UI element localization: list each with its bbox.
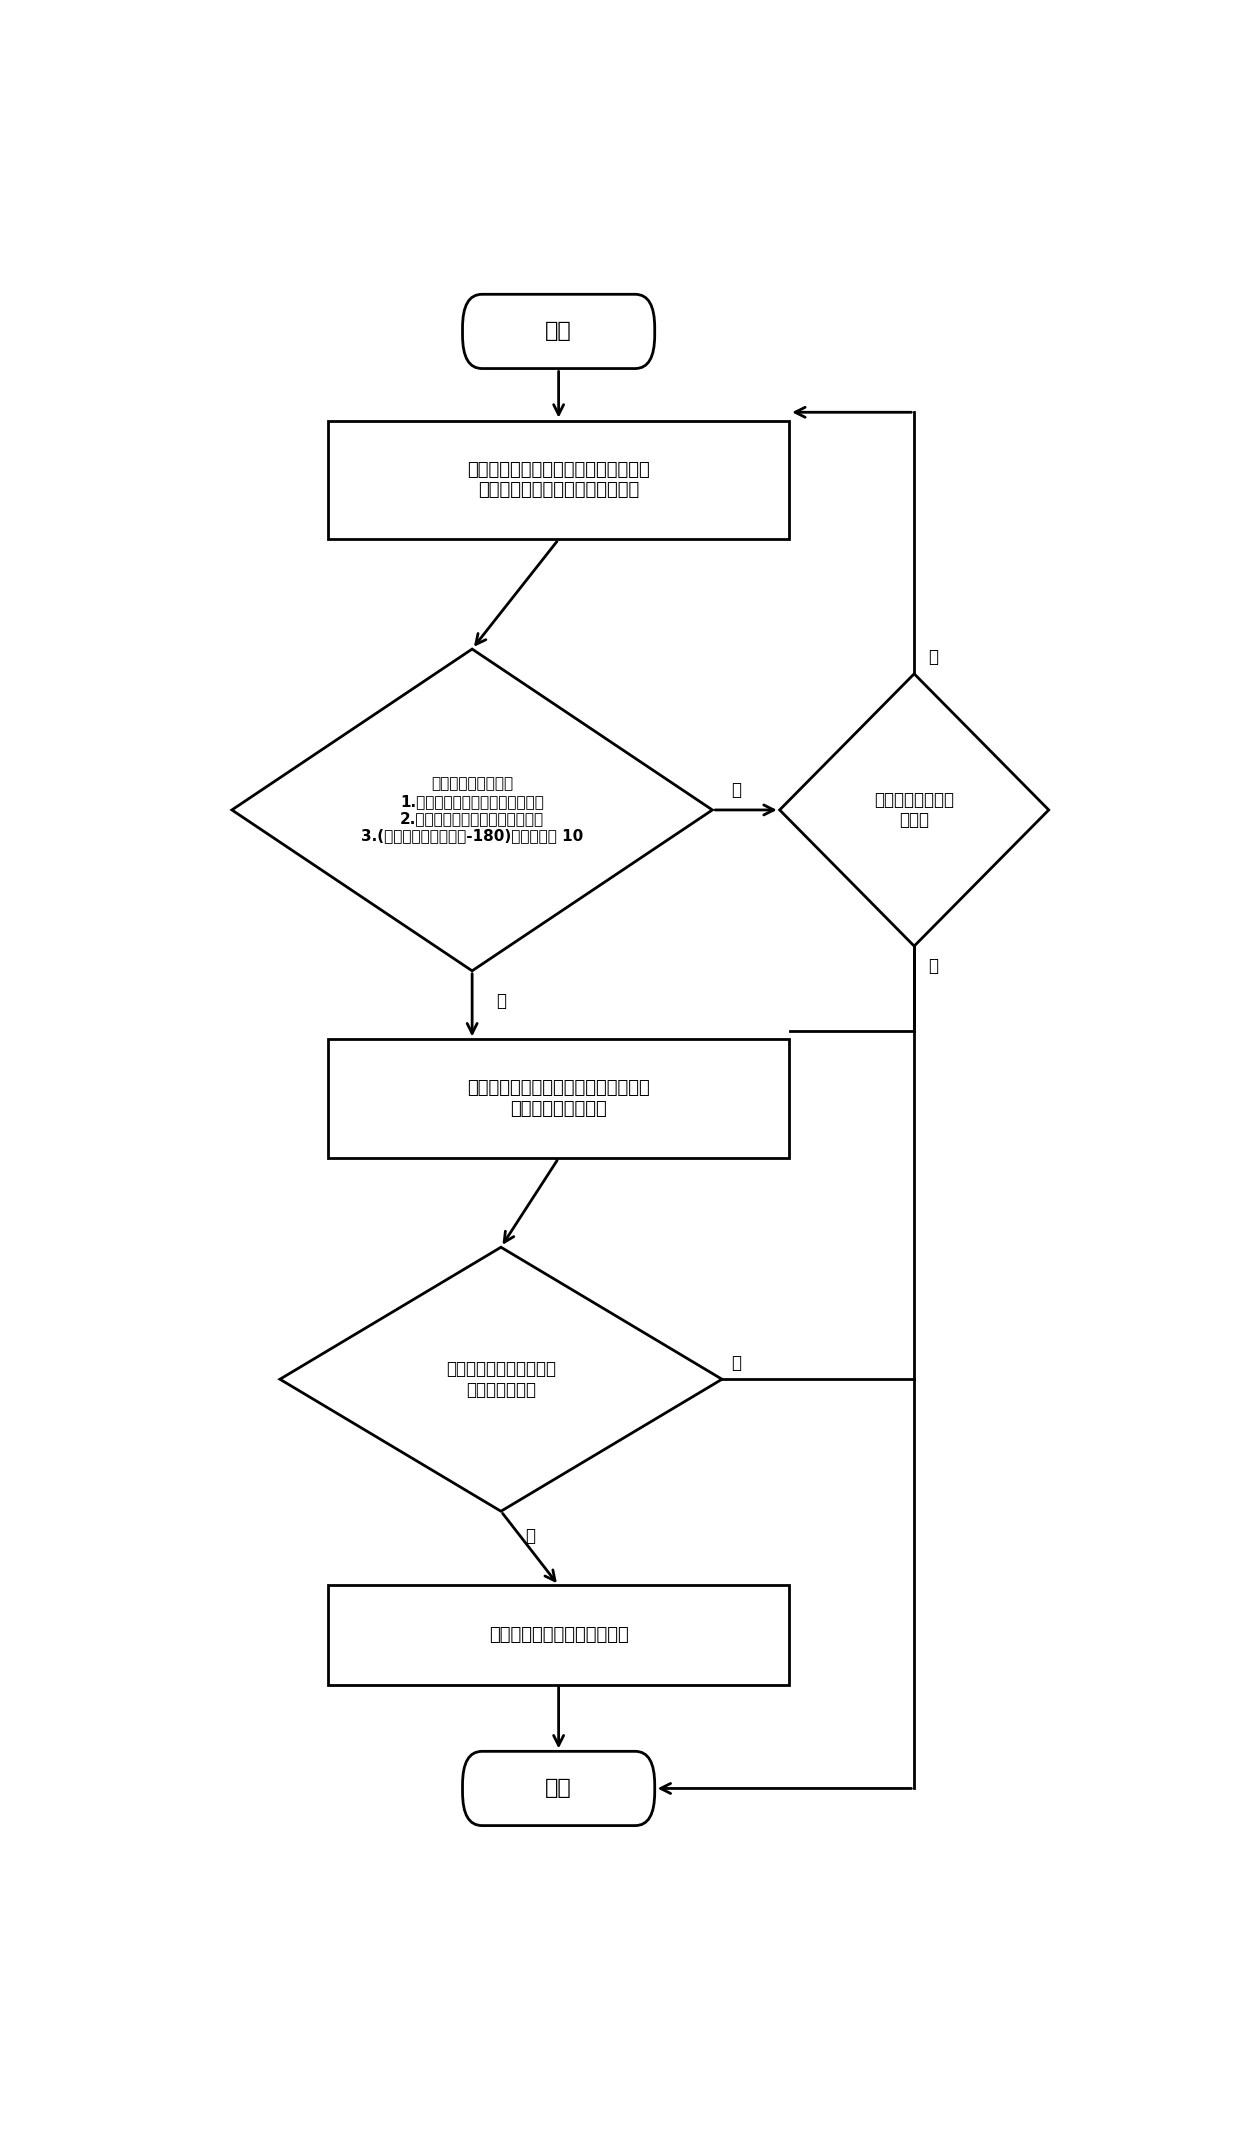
Text: 否: 否 [732,782,742,799]
Text: 结束: 结束 [546,1779,572,1798]
Bar [327,1586,789,1684]
Bar [327,420,789,540]
Text: 否: 否 [929,649,939,666]
Text: 同时满足三个条件：
1.三相电流最大値＞有效电流门限
2.三相电流最小値＜停电电流门限
3.(电流较大两相相位差-180)的绝对値＜ 10: 同时满足三个条件： 1.三相电流最大値＞有效电流门限 2.三相电流最小値＜停电电… [361,776,583,844]
Text: 开始: 开始 [546,321,572,341]
Polygon shape [280,1247,722,1511]
Bar [327,1039,789,1157]
Text: 确认是断线故障，并进行定位: 确认是断线故障，并进行定位 [489,1627,629,1644]
Polygon shape [780,673,1049,945]
Text: 合成负序分量和零序分量
满足断线特征？: 合成负序分量和零序分量 满足断线特征？ [446,1361,556,1399]
Text: 否: 否 [732,1354,742,1372]
FancyBboxPatch shape [463,1751,655,1826]
Polygon shape [232,649,713,971]
Text: 所有传感器都监测
完毕？: 所有传感器都监测 完毕？ [874,791,955,829]
Text: 监测每个广域同步智能传感器周期上报
三相电流幅値，进行断线特征判决: 监测每个广域同步智能传感器周期上报 三相电流幅値，进行断线特征判决 [467,461,650,499]
Text: 是: 是 [929,958,939,975]
FancyBboxPatch shape [463,294,655,369]
Text: 是: 是 [525,1528,534,1545]
Text: 调取故障线路上的所有广域同步智能传
感器的三相实时录波: 调取故障线路上的所有广域同步智能传 感器的三相实时录波 [467,1080,650,1119]
Text: 是: 是 [496,992,506,1009]
